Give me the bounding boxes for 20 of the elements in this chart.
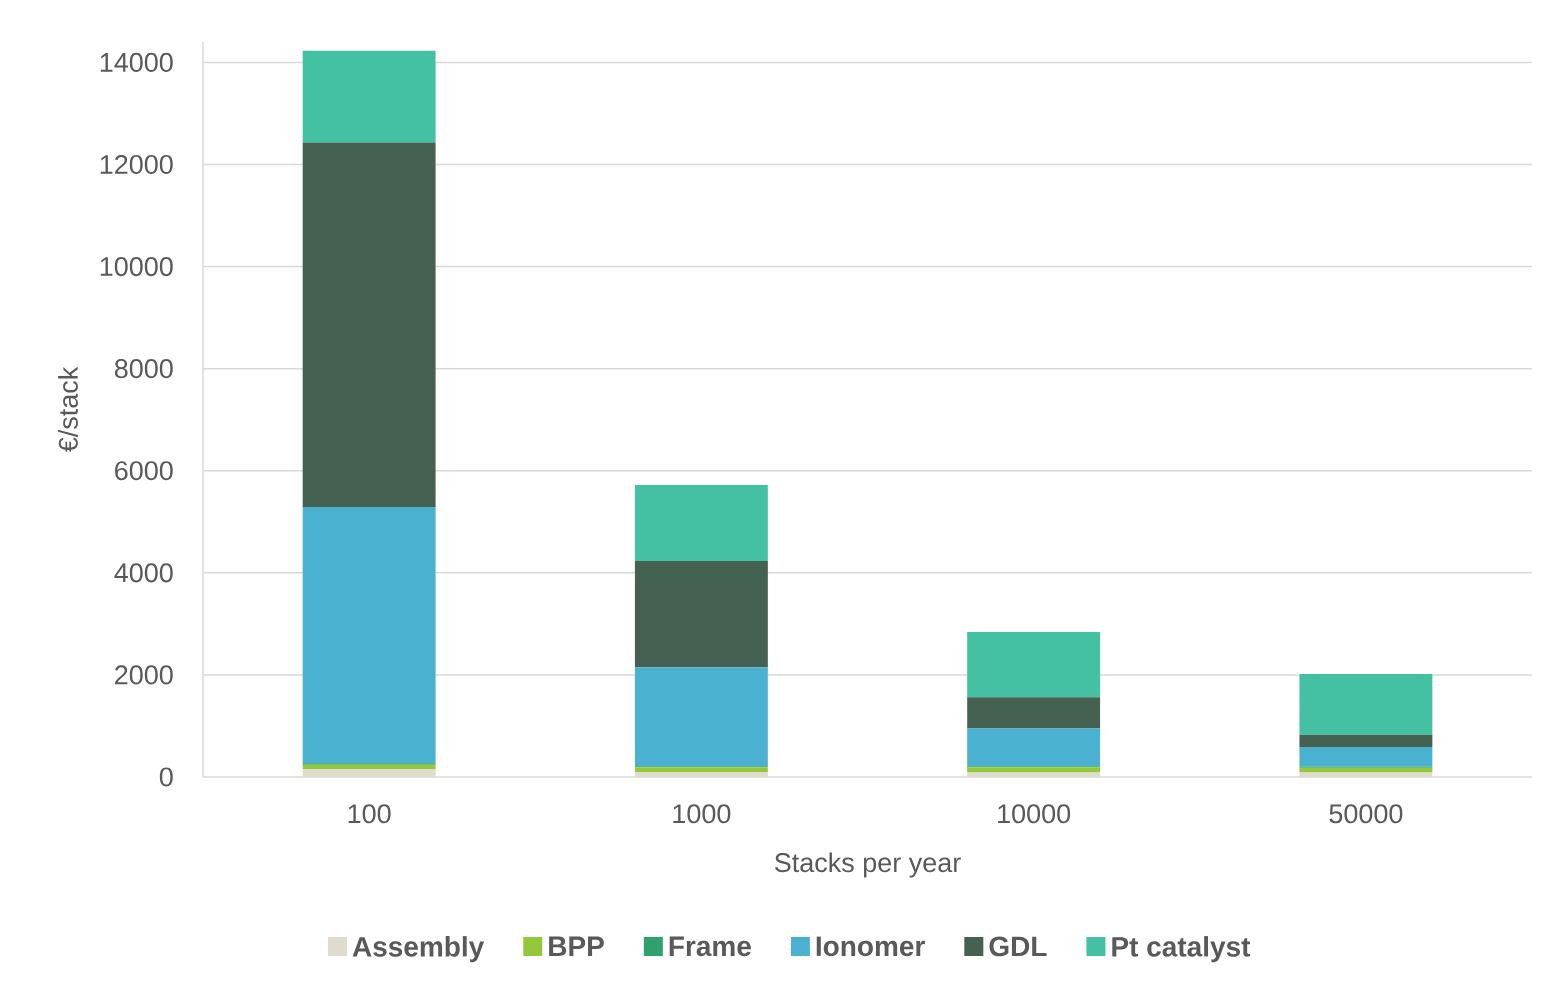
y-tick-label: 6000 xyxy=(115,461,173,481)
legend-label: Pt catalyst xyxy=(1112,936,1251,963)
y-tick-label: 10000 xyxy=(100,257,173,277)
y-axis-title: €/stack xyxy=(58,366,78,453)
legend-label: Ionomer xyxy=(816,936,925,957)
x-tick-label: 100 xyxy=(348,804,391,824)
x-tick-label: 10000 xyxy=(998,804,1071,824)
y-tick-label: 14000 xyxy=(100,52,173,72)
y-tick-label: 2000 xyxy=(115,665,173,685)
legend-label: BPP xyxy=(549,936,604,956)
legend-label: Frame xyxy=(669,936,751,957)
legend-label: Assembly xyxy=(352,936,485,963)
y-tick-label: 8000 xyxy=(114,359,173,379)
x-tick-label: 50000 xyxy=(1329,804,1403,824)
y-tick-label: 12000 xyxy=(100,154,173,175)
x-axis-title: Stacks per year xyxy=(774,852,961,878)
legend-label: GDL xyxy=(989,936,1047,957)
x-tick-label: 1000 xyxy=(673,804,731,824)
y-tick-label: 4000 xyxy=(114,563,173,583)
y-tick-label: 0 xyxy=(159,767,173,787)
